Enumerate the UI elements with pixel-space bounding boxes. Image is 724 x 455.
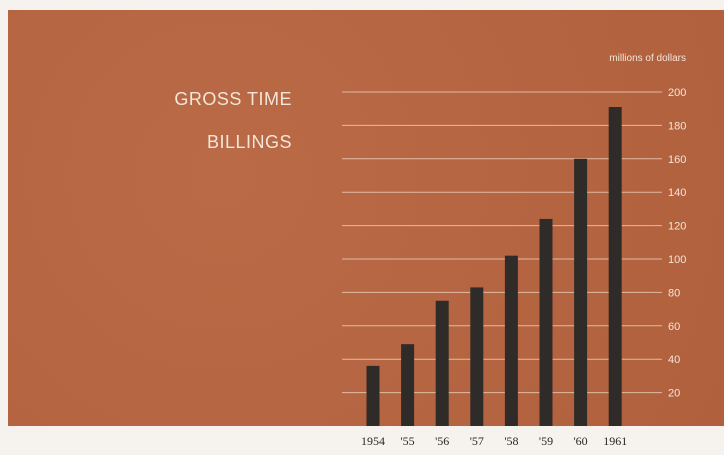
y-tick-label-120: 120 xyxy=(668,221,686,233)
bar-4 xyxy=(504,255,518,426)
y-tick-label-160: 160 xyxy=(668,154,686,166)
bar-1 xyxy=(401,344,415,426)
x-category-label-0: 1954 xyxy=(361,434,385,448)
x-category-label-5: '59 xyxy=(539,434,553,448)
bar-0 xyxy=(366,365,380,426)
x-category-label-2: '56 xyxy=(435,434,449,448)
y-tick-label-200: 200 xyxy=(668,87,686,99)
chart-panel xyxy=(8,10,724,426)
y-tick-label-40: 40 xyxy=(668,354,680,366)
bar-6 xyxy=(574,158,588,427)
x-category-label-7: 1961 xyxy=(603,434,627,448)
y-tick-label-60: 60 xyxy=(668,321,680,333)
y-tick-label-140: 140 xyxy=(668,187,686,199)
x-category-label-1: '55 xyxy=(401,434,415,448)
bar-3 xyxy=(470,287,484,426)
chart-title-line-1: GROSS TIME xyxy=(174,89,292,109)
x-category-label-6: '60 xyxy=(574,434,588,448)
y-tick-label-180: 180 xyxy=(668,120,686,132)
y-tick-label-100: 100 xyxy=(668,254,686,266)
chart-title-line-2: BILLINGS xyxy=(206,132,292,152)
y-tick-label-80: 80 xyxy=(668,287,680,299)
y-tick-label-20: 20 xyxy=(668,388,680,400)
bar-2 xyxy=(435,300,449,426)
x-category-label-4: '58 xyxy=(504,434,518,448)
bar-7 xyxy=(608,107,622,426)
bar-5 xyxy=(539,218,553,426)
y-axis-unit-label: millions of dollars xyxy=(609,53,686,64)
x-category-label-3: '57 xyxy=(470,434,484,448)
